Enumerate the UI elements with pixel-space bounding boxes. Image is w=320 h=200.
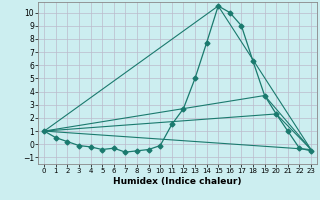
X-axis label: Humidex (Indice chaleur): Humidex (Indice chaleur)	[113, 177, 242, 186]
